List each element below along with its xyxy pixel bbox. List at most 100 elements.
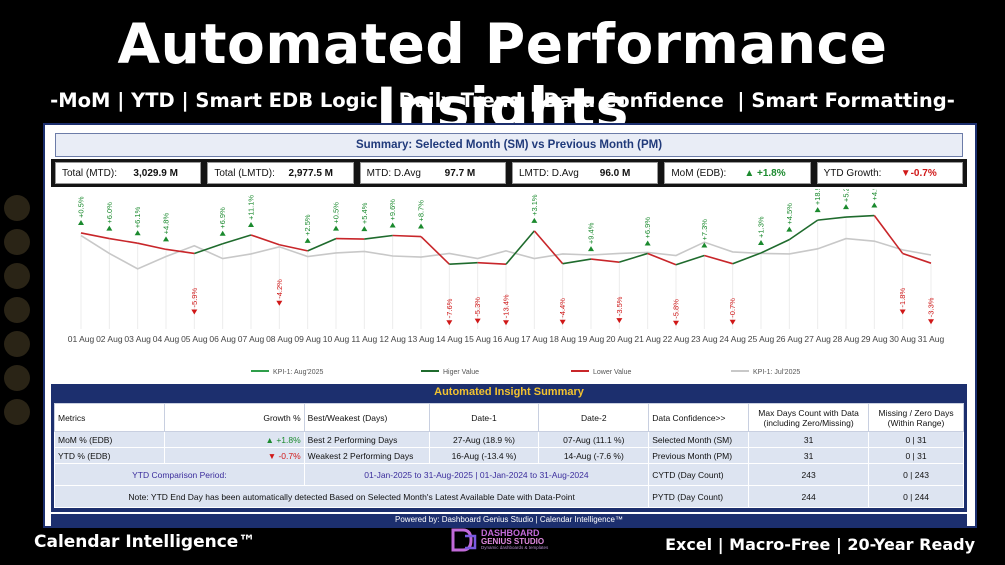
- max-days-cell: 31: [748, 447, 870, 464]
- series-segment-current: [902, 252, 932, 264]
- mom-label: +6.9%: [643, 217, 652, 239]
- confidence-cell: Selected Month (SM): [648, 431, 750, 448]
- powered-by: Powered by: Dashboard Genius Studio | Ca…: [51, 514, 967, 526]
- mom-label: -4.2%: [275, 279, 284, 299]
- down-marker-icon: [559, 319, 566, 325]
- series-segment-current: [873, 215, 904, 254]
- series-line-previous: [80, 234, 932, 270]
- series-segment-current: [420, 235, 450, 265]
- x-tick-label: 23 Aug: [691, 334, 718, 344]
- x-tick-label: 07 Aug: [238, 334, 265, 344]
- insight-table: Metrics Growth % Best/Weakest (Days) Dat…: [53, 403, 964, 508]
- header-best-weakest: Best/Weakest (Days): [303, 403, 430, 432]
- x-tick-label: 20 Aug: [606, 334, 633, 344]
- date-2-cell: 14-Aug (-7.6 %): [538, 447, 650, 464]
- legend-label: Higer Value: [443, 369, 479, 376]
- summary-header: Summary: Selected Month (SM) vs Previous…: [55, 133, 963, 157]
- daily-trend-chart-svg: +0.5% +6.0% +6.1% +4.8% -5.9% +6.9% +11.1% -4.2…: [68, 189, 945, 376]
- series-segment-current: [590, 258, 620, 263]
- kpi-total-lmtd: Total (LMTD): 2,977.5 M: [207, 162, 354, 184]
- best-weakest-cell: Best 2 Performing Days: [303, 431, 430, 448]
- table-row: Note: YTD End Day has been automatically…: [53, 485, 964, 508]
- x-tick-label: 14 Aug: [436, 334, 463, 344]
- cytd-missing-days: 0 | 243: [868, 463, 964, 486]
- logo-line-2: GENIUS STUDIO: [481, 537, 545, 547]
- down-marker-icon: [191, 309, 198, 315]
- x-tick-label: 13 Aug: [408, 334, 435, 344]
- series-segment-current: [364, 234, 393, 240]
- series-segment-current: [647, 252, 677, 266]
- ytd-period-value: 01-Jan-2025 to 31-Aug-2025 | 01-Jan-2024…: [303, 463, 650, 486]
- x-tick-label: 11 Aug: [351, 334, 377, 344]
- up-marker-icon: [758, 239, 764, 245]
- series-segment-current: [704, 254, 733, 265]
- series-segment-current: [250, 234, 280, 246]
- x-tick-label: 17 Aug: [521, 334, 548, 344]
- mom-label: +9.4%: [587, 222, 596, 244]
- series-segment-current: [619, 252, 648, 263]
- x-tick-label: 22 Aug: [663, 334, 690, 344]
- legend-label: KPI-1: Aug'2025: [273, 369, 323, 376]
- table-row: YTD Comparison Period: 01-Jan-2025 to 31…: [54, 463, 964, 486]
- insight-title: Automated Insight Summary: [434, 386, 584, 398]
- header-growth: Growth %: [163, 403, 305, 432]
- pytd-max-days: 244: [748, 485, 870, 508]
- mom-label: -4.4%: [558, 298, 567, 318]
- mom-label: +6.1%: [133, 206, 142, 228]
- mom-label: -0.7%: [728, 298, 737, 318]
- cytd-label: CYTD (Day Count): [648, 463, 750, 486]
- header-missing-days: Missing / Zero Days (Within Range): [868, 403, 964, 432]
- mom-label: +5.2%: [842, 189, 851, 202]
- kpi-label: MoM (EDB):: [671, 167, 727, 179]
- series-segment-current: [109, 237, 138, 244]
- best-weakest-cell: Weakest 2 Performing Days: [303, 447, 430, 464]
- x-tick-label: 02 Aug: [96, 334, 123, 344]
- kpi-value: 3,029.9 M: [133, 167, 178, 179]
- kpi-row: Total (MTD): 3,029.9 M Total (LMTD): 2,9…: [51, 159, 967, 187]
- kpi-mom-edb: MoM (EDB): ▲ +1.8%: [664, 162, 811, 184]
- mom-label: +6.9%: [218, 207, 227, 229]
- ytd-note: Note: YTD End Day has been automatically…: [53, 485, 650, 508]
- mom-label: +3.1%: [530, 194, 539, 216]
- up-marker-icon: [389, 222, 396, 228]
- down-marker-icon: [474, 318, 481, 324]
- table-row: YTD % (EDB) ▼ -0.7% Weakest 2 Performing…: [54, 447, 964, 464]
- confidence-cell: Previous Month (PM): [648, 447, 750, 464]
- kpi-label: MTD: D.Avg: [366, 167, 421, 179]
- legend-label: KPI-1: Jul'2025: [753, 369, 800, 376]
- series-segment-current: [80, 232, 110, 240]
- mom-label: +11.1%: [247, 195, 256, 220]
- kpi-ytd-growth: YTD Growth: ▼-0.7%: [816, 162, 963, 184]
- x-tick-label: 01 Aug: [68, 334, 95, 344]
- x-tick-label: 27 Aug: [804, 334, 831, 344]
- metric-cell: YTD % (EDB): [54, 447, 165, 464]
- missing-days-cell: 0 | 31: [868, 447, 964, 464]
- down-marker-icon: [729, 319, 736, 325]
- kpi-value: 96.0 M: [599, 167, 631, 179]
- mom-label: +6.0%: [105, 202, 114, 224]
- down-marker-icon: [616, 318, 623, 324]
- kpi-label: YTD Growth:: [823, 167, 882, 179]
- x-tick-label: 08 Aug: [266, 334, 293, 344]
- dashboard-frame: Summary: Selected Month (SM) vs Previous…: [43, 123, 977, 528]
- kpi-lmtd-davg: LMTD: D.Avg 96.0 M: [511, 162, 659, 184]
- x-tick-label: 18 Aug: [549, 334, 576, 344]
- series-segment-current: [449, 261, 478, 266]
- up-marker-icon: [219, 230, 226, 236]
- up-marker-icon: [106, 225, 113, 231]
- x-tick-label: 06 Aug: [209, 334, 236, 344]
- header-max-days: Max Days Count with Data (including Zero…: [748, 403, 870, 432]
- pytd-missing-days: 0 | 244: [868, 485, 964, 508]
- mom-label: +9.6%: [388, 199, 397, 221]
- up-marker-icon: [304, 237, 311, 243]
- series-segment-current: [335, 237, 365, 240]
- date-1-cell: 27-Aug (18.9 %): [428, 431, 540, 448]
- up-marker-icon: [644, 240, 651, 246]
- series-segment-current: [817, 216, 847, 221]
- series-segment-current: [165, 248, 195, 255]
- series-segment-current: [533, 230, 564, 265]
- ytd-period-label: YTD Comparison Period:: [54, 463, 305, 486]
- mom-label: +1.3%: [757, 216, 766, 238]
- dashboard-genius-logo: DASHBOARD GENIUS STUDIO Dynamic dashboar…: [451, 528, 548, 552]
- x-tick-label: 25 Aug: [748, 334, 775, 344]
